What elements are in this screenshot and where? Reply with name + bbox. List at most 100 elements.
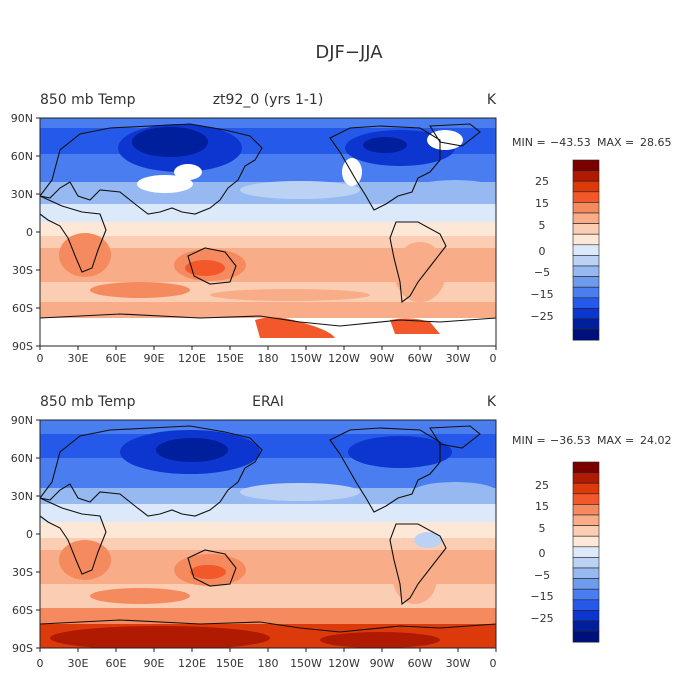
panel-2-coastlines <box>40 425 496 633</box>
panel-2-max-value: 24.02 <box>640 434 672 447</box>
panel-1-lat-tick-label-4: 30S <box>12 264 33 277</box>
panel-2-warm-core-australia <box>190 565 226 579</box>
panel-1-colorbar-swatch-2 <box>572 180 600 193</box>
panel-1-coast-antarctica <box>40 313 496 327</box>
panel-2-lon-tick-label-3: 90E <box>144 657 165 670</box>
panel-2-colorbar-swatch-10 <box>572 567 600 579</box>
panel-1-colorbar-swatch-7 <box>572 233 600 246</box>
panel-1-colorbar-swatch-1 <box>572 170 600 182</box>
panel-1-colorbar-label-6: −25 <box>530 310 553 323</box>
panel-1-colorbar-swatch-8 <box>572 244 600 256</box>
panel-2-stats: MIN = −36.53 MAX = 24.02 <box>512 434 672 447</box>
panel-2-cold-north-america <box>348 436 452 468</box>
panel-2-colorbar-swatch-5 <box>572 514 600 526</box>
panel-1-band-arctic <box>40 118 496 128</box>
panel-2-coast-eurasia <box>40 425 263 517</box>
panel-2-lat-tick-label-3: 0 <box>26 528 33 541</box>
panel-1-variable-label: 850 mb Temp <box>40 92 136 108</box>
panel-2-colorbar-swatch-0 <box>572 461 600 473</box>
panel-2-band-arctic <box>40 420 496 434</box>
panel-2-units-label: K <box>487 394 497 410</box>
panel-2-warm-southern-africa <box>59 540 111 580</box>
panel-1-source-label: zt92_0 (yrs 1-1) <box>213 92 324 108</box>
panel-1-colorbar-label-4: −5 <box>534 266 550 279</box>
panel-1-max-label: MAX = <box>597 136 634 149</box>
panel-1-colorbar-swatch-6 <box>572 223 600 235</box>
panel-2-lon-tick-label-1: 30E <box>68 657 89 670</box>
panel-1: 850 mb Temp zt92_0 (yrs 1-1) K <box>11 92 672 365</box>
panel-1-missing-greenland <box>427 130 463 150</box>
panel-2-lat-axis: 90N 60N 30N 0 30S 60S 90S <box>11 414 40 655</box>
panel-2-cold-core-east-asia <box>156 438 228 462</box>
panel-1-lon-tick-label-3: 90E <box>144 352 165 365</box>
panel-2-lon-tick-label-8: 120W <box>328 657 360 670</box>
panel-2-cool-atlantic <box>413 482 496 502</box>
panel-1-lat-axis: 90N 60N 30N 0 30S 60S 90S <box>11 112 40 353</box>
panel-2: 850 mb Temp ERAI K <box>11 394 672 670</box>
panel-1-lat-tick-label-1: 60N <box>11 150 33 163</box>
panel-1-warm-antarctic-coast <box>255 317 335 338</box>
panel-1-lon-tick-label-6: 180 <box>258 352 279 365</box>
panel-1-cold-core-north-america <box>363 137 407 153</box>
panel-2-coast-antarctica <box>40 619 496 633</box>
panel-1-warm-core-australia <box>185 260 225 276</box>
panel-2-colorbar-swatch-9 <box>572 557 600 569</box>
panel-2-band-south-high <box>40 608 496 624</box>
panel-1-lon-tick-label-12: 0 <box>490 352 497 365</box>
panel-2-lat-tick-label-6: 90S <box>12 642 33 655</box>
panel-1-colorbar-swatch-15 <box>572 318 600 330</box>
panel-2-colorbar-swatch-7 <box>572 535 600 548</box>
panel-2-map <box>40 420 496 648</box>
panel-2-colorbar-swatch-13 <box>572 599 600 611</box>
panel-1-colorbar-swatch-13 <box>572 297 600 309</box>
panel-1-colorbar-swatch-12 <box>572 286 600 299</box>
panel-2-colorbar-swatch-16 <box>572 631 600 643</box>
panel-2-band-south-tropics <box>40 538 496 550</box>
panel-2-colorbar-swatch-12 <box>572 588 600 601</box>
panel-1-band-south-high <box>40 302 496 318</box>
panel-1-coast-greenland <box>429 123 481 147</box>
panel-1-lon-tick-label-10: 60W <box>408 352 433 365</box>
panel-1-cool-pacific <box>240 181 360 199</box>
panel-2-colorbar: 25 15 5 0 −5 −15 −25 <box>530 461 600 643</box>
panel-2-lon-tick-label-9: 90W <box>370 657 395 670</box>
panel-1-colorbar-label-3: 0 <box>539 245 546 258</box>
panel-1-band-south-tropics <box>40 236 496 248</box>
panel-1-band-equator <box>40 222 496 236</box>
panel-2-lon-tick-label-7: 150W <box>290 657 322 670</box>
panel-2-min-value: −36.53 <box>550 434 591 447</box>
panel-1-colorbar: 25 15 5 0 −5 −15 −25 <box>530 159 600 341</box>
panel-2-warm-core-antarctica <box>50 626 270 648</box>
panel-2-colorbar-swatch-8 <box>572 546 600 558</box>
panel-2-band-north-tropics <box>40 504 496 522</box>
panel-2-colorbar-swatch-6 <box>572 525 600 537</box>
panel-1-coastlines <box>40 123 496 327</box>
panel-1-colorbar-label-2: 5 <box>539 219 546 232</box>
panel-2-warm-south-america <box>393 552 437 604</box>
panel-2-warm-antarctic-west <box>320 632 440 648</box>
panel-1-stats: MIN = −43.53 MAX = 28.65 <box>512 136 672 149</box>
panel-2-warm-south-indian-ocean <box>90 588 190 604</box>
panel-1-coast-south-america <box>389 221 447 304</box>
panel-2-colorbar-swatch-14 <box>572 610 600 622</box>
panel-2-source-label: ERAI <box>252 394 284 410</box>
panel-1-colorbar-swatch-14 <box>572 308 600 320</box>
panel-1-colorbar-swatch-0 <box>572 159 600 171</box>
panel-1-warm-south-indian-ocean <box>90 282 190 298</box>
panel-2-band-equator <box>40 522 496 538</box>
panel-1-band-north-tropics <box>40 204 496 222</box>
panel-1-lon-tick-label-9: 90W <box>370 352 395 365</box>
panel-2-colorbar-swatch-1 <box>572 472 600 484</box>
panel-2-lat-tick-label-1: 60N <box>11 452 33 465</box>
panel-2-colorbar-label-5: −15 <box>530 590 553 603</box>
panel-2-min-label: MIN = <box>512 434 546 447</box>
panel-1-lat-tick-label-0: 90N <box>11 112 33 125</box>
panel-1-lat-tick-label-2: 30N <box>11 188 33 201</box>
panel-1-warm-south-america <box>394 242 446 302</box>
panel-1-lon-axis: 0 30E 60E 90E 120E 150E 180 150W 120W 90… <box>37 346 497 365</box>
panel-1-lon-tick-label-7: 150W <box>290 352 322 365</box>
panel-1-colorbar-swatch-9 <box>572 255 600 267</box>
panel-1-missing-tibet <box>137 175 193 193</box>
panel-2-coast-greenland <box>429 425 481 449</box>
